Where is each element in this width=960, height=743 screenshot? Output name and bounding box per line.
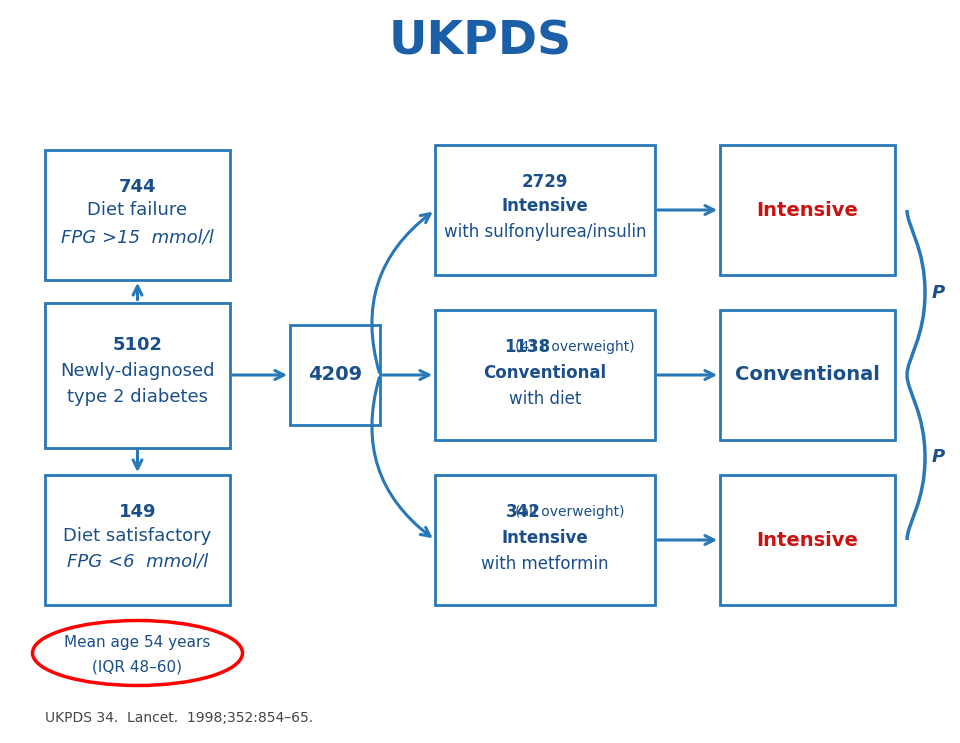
Text: Conventional: Conventional	[484, 364, 607, 382]
Bar	[435, 310, 655, 440]
Bar	[45, 475, 230, 605]
Text: 5102: 5102	[112, 336, 162, 354]
Text: Intensive: Intensive	[756, 531, 858, 550]
Text: Intensive: Intensive	[502, 529, 588, 547]
Text: Conventional: Conventional	[735, 366, 880, 384]
Text: with diet: with diet	[509, 390, 581, 408]
Text: 1138: 1138	[504, 338, 550, 356]
Text: FPG <6  mmol/l: FPG <6 mmol/l	[67, 553, 208, 571]
Text: 342: 342	[506, 503, 540, 521]
Text: 149: 149	[119, 503, 156, 521]
Text: (all overweight): (all overweight)	[516, 505, 625, 519]
Text: P: P	[932, 449, 946, 467]
Text: Intensive: Intensive	[502, 197, 588, 215]
Text: Mean age 54 years: Mean age 54 years	[64, 635, 210, 651]
Bar	[290, 325, 380, 425]
Ellipse shape	[33, 620, 243, 686]
Bar	[720, 475, 895, 605]
Text: FPG >15  mmol/l: FPG >15 mmol/l	[61, 228, 214, 246]
Bar	[45, 150, 230, 280]
Text: UKPDS 34.  Lancet.  1998;352:854–65.: UKPDS 34. Lancet. 1998;352:854–65.	[45, 711, 313, 725]
Bar	[720, 145, 895, 275]
Text: Diet failure: Diet failure	[87, 201, 187, 219]
Text: Intensive: Intensive	[756, 201, 858, 219]
Bar	[45, 302, 230, 447]
Text: Newly-diagnosed: Newly-diagnosed	[60, 362, 215, 380]
Text: type 2 diabetes: type 2 diabetes	[67, 388, 208, 406]
Bar	[435, 145, 655, 275]
Text: with metformin: with metformin	[481, 555, 609, 573]
Text: 4209: 4209	[308, 366, 362, 384]
Text: with sulfonylurea/insulin: with sulfonylurea/insulin	[444, 223, 646, 241]
Bar	[720, 310, 895, 440]
Text: Diet satisfactory: Diet satisfactory	[63, 527, 211, 545]
Text: (IQR 48–60): (IQR 48–60)	[92, 660, 182, 675]
Text: 2729: 2729	[521, 173, 568, 191]
Text: (411 overweight): (411 overweight)	[516, 340, 635, 354]
Text: 744: 744	[119, 178, 156, 196]
Text: P: P	[932, 284, 946, 302]
Text: UKPDS: UKPDS	[389, 19, 571, 65]
Bar	[435, 475, 655, 605]
